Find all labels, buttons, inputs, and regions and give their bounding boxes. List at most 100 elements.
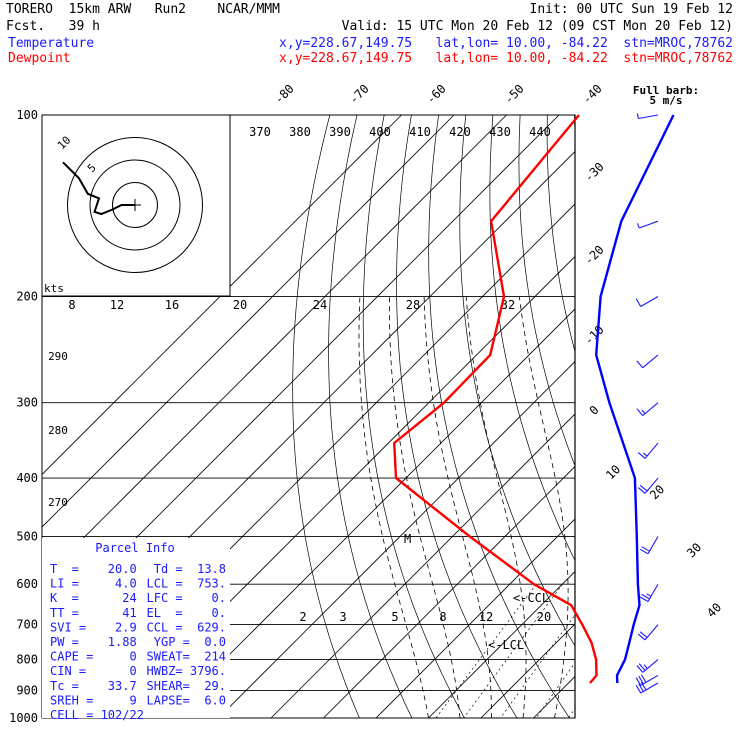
mixing-ratio-line — [535, 662, 575, 718]
init-time: Init: 00 UTC Sun 19 Feb 12 — [530, 2, 734, 17]
isotherm-line — [586, 115, 740, 718]
isotherm-line — [270, 413, 575, 718]
model-title: TORERO 15km ARW Run2 NCAR/MMM — [6, 2, 280, 17]
dry-adiabat-line — [629, 115, 740, 731]
wind-barb-feather — [641, 409, 646, 414]
wind-barb-feather — [640, 681, 647, 691]
wind-barb-feather — [639, 484, 648, 492]
pressure-tick-label: 500 — [16, 529, 38, 543]
isotherm-line — [691, 115, 740, 718]
wind-barb-feather — [641, 546, 650, 552]
pressure-tick-label: 700 — [16, 618, 38, 632]
temperature-tick-label: -60 — [424, 82, 449, 107]
wind-barb — [647, 583, 659, 602]
pressure-tick-label: 400 — [16, 471, 38, 485]
temperature-tick-label: 0 — [587, 403, 602, 418]
theta-e-label: 270 — [48, 496, 68, 509]
hodograph-ring — [89, 159, 181, 251]
wind-barb-feather — [635, 677, 642, 686]
dry-adiabat-line — [396, 115, 518, 718]
barb-legend-value: 5 m/s — [649, 94, 682, 107]
wind-barb-feather — [636, 408, 644, 416]
theta-label: 370 — [249, 125, 271, 139]
parcel-info-key: CIN = 0 — [50, 664, 137, 678]
forecast-hour: Fcst. 39 h — [6, 19, 100, 34]
isotherm-line — [428, 570, 575, 718]
temperature-location: x,y=228.67,149.75 lat,lon= 10.00, -84.22… — [279, 36, 733, 51]
parcel-info-title: Parcel Info — [95, 541, 174, 555]
hodograph-ring — [67, 137, 203, 273]
wind-barb — [640, 674, 659, 686]
moist-adiabat-line — [586, 297, 621, 719]
dry-adiabat-line — [683, 115, 740, 731]
moist-adiabat-line — [465, 296, 527, 718]
dry-adiabat-line — [362, 115, 465, 718]
theta-label: 380 — [289, 125, 311, 139]
hodograph-axis-label: 28 — [406, 298, 420, 312]
temperature-tick-label: -10 — [582, 323, 607, 348]
hodograph-ring — [112, 182, 158, 228]
parcel-info-key: PW = 1.88 — [50, 635, 137, 649]
barb-legend-title: Full barb: — [633, 84, 699, 97]
mixing-ratio-line — [568, 707, 575, 718]
wind-barb — [639, 220, 659, 229]
theta-label: 420 — [449, 125, 471, 139]
wind-barb-feather — [635, 684, 642, 694]
wind-barb — [642, 402, 659, 417]
isotherm-line — [323, 465, 575, 718]
moist-adiabat-line — [518, 296, 569, 718]
dry-adiabat-line — [328, 115, 413, 718]
dewpoint-legend-label: Dewpoint — [8, 51, 71, 66]
mixing-ratio-label: 20 — [537, 610, 551, 624]
wind-barb-feather — [637, 633, 646, 641]
parcel-info-key: CAPE = 0 — [50, 650, 137, 664]
wind-barb-feather — [643, 664, 648, 669]
mixing-ratio-label: 3 — [339, 610, 346, 624]
dry-adiabat-line — [518, 115, 575, 467]
hodograph-axis-label: 16 — [165, 298, 179, 312]
parcel-info-key: CELL = 102/22 — [50, 708, 144, 722]
hodograph-axis-label: 32 — [501, 298, 515, 312]
temperature-tick-label: 30 — [684, 540, 704, 560]
parcel-info-value: YGP = 0.0 — [154, 635, 226, 649]
temperature-tick-label: 20 — [647, 482, 667, 502]
pressure-tick-label: 200 — [16, 290, 38, 304]
parcel-info-value: SHEAR= 29. — [147, 679, 226, 693]
hodograph-axis-label: 12 — [110, 298, 124, 312]
hodograph-axis-label: 8 — [68, 298, 75, 312]
mixing-ratio-label: 2 — [299, 610, 306, 624]
wind-barb-feather — [642, 452, 648, 457]
dry-adiabat-line — [428, 115, 570, 718]
parcel-info-key: T = 20.0 — [50, 562, 137, 576]
temperature-tick-label: 10 — [603, 462, 623, 482]
isotherm-line — [375, 518, 575, 718]
hodograph-axis-label: 24 — [313, 298, 327, 312]
parcel-info-key: SREH = 9 — [50, 693, 137, 707]
parcel-info-key: LI = 4.0 — [50, 577, 137, 591]
wind-barb-feather — [638, 675, 644, 685]
wind-barb-feather — [638, 663, 646, 671]
temperature-tick-label: -80 — [272, 82, 297, 107]
isotherm-line — [639, 115, 740, 718]
wind-barb-feather — [636, 360, 644, 369]
ccl-annotation: <-CCL — [513, 591, 549, 605]
wind-barb-feather — [637, 487, 646, 494]
dry-adiabat-line — [459, 115, 575, 647]
dry-adiabat-line — [602, 115, 740, 731]
wind-barb — [640, 682, 659, 694]
hodograph-unit-label: kts — [44, 282, 64, 295]
wind-barb-feather — [641, 593, 650, 600]
parcel-info-value: LFC = 0. — [147, 591, 226, 605]
parcel-info-panel: Parcel Info T = 20.0 Td = 13.8 LI = 4.0 LCL … — [42, 538, 230, 722]
dry-adiabat-line — [656, 115, 740, 731]
parcel-info-value: LCL = 753. — [147, 577, 226, 591]
wind-barb-feather — [636, 223, 640, 229]
parcel-info-key: SVI = 2.9 — [50, 620, 137, 634]
annotation-m: M — [404, 532, 411, 546]
temperature-tick-label: -20 — [582, 243, 607, 268]
wind-barb-feather — [639, 631, 648, 639]
wind-barb — [640, 296, 659, 307]
skew-t-marks: 5 10 kts <-CCL <-LCL M — [41, 113, 675, 694]
moist-adiabat-line — [649, 297, 740, 719]
